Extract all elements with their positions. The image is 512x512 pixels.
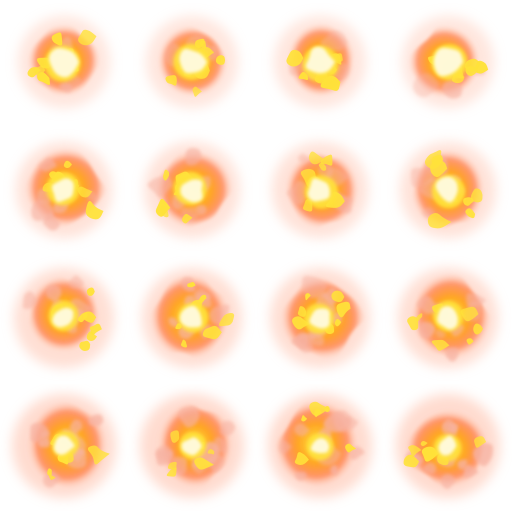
explosion-frame-8 xyxy=(384,128,512,256)
explosion-frame-1 xyxy=(0,0,128,128)
explosion-frame-13 xyxy=(0,384,128,512)
explosion-frame-5 xyxy=(0,128,128,256)
explosion-frame-6 xyxy=(128,128,256,256)
explosion-frame-12 xyxy=(384,256,512,384)
explosion-frame-10 xyxy=(128,256,256,384)
explosion-frame-2 xyxy=(128,0,256,128)
explosion-frame-3 xyxy=(256,0,384,128)
explosion-frame-15 xyxy=(256,384,384,512)
explosion-frame-16 xyxy=(384,384,512,512)
explosion-frame-4 xyxy=(384,0,512,128)
explosion-frame-14 xyxy=(128,384,256,512)
explosion-frame-7 xyxy=(256,128,384,256)
explosion-frame-11 xyxy=(256,256,384,384)
explosion-frame-9 xyxy=(0,256,128,384)
